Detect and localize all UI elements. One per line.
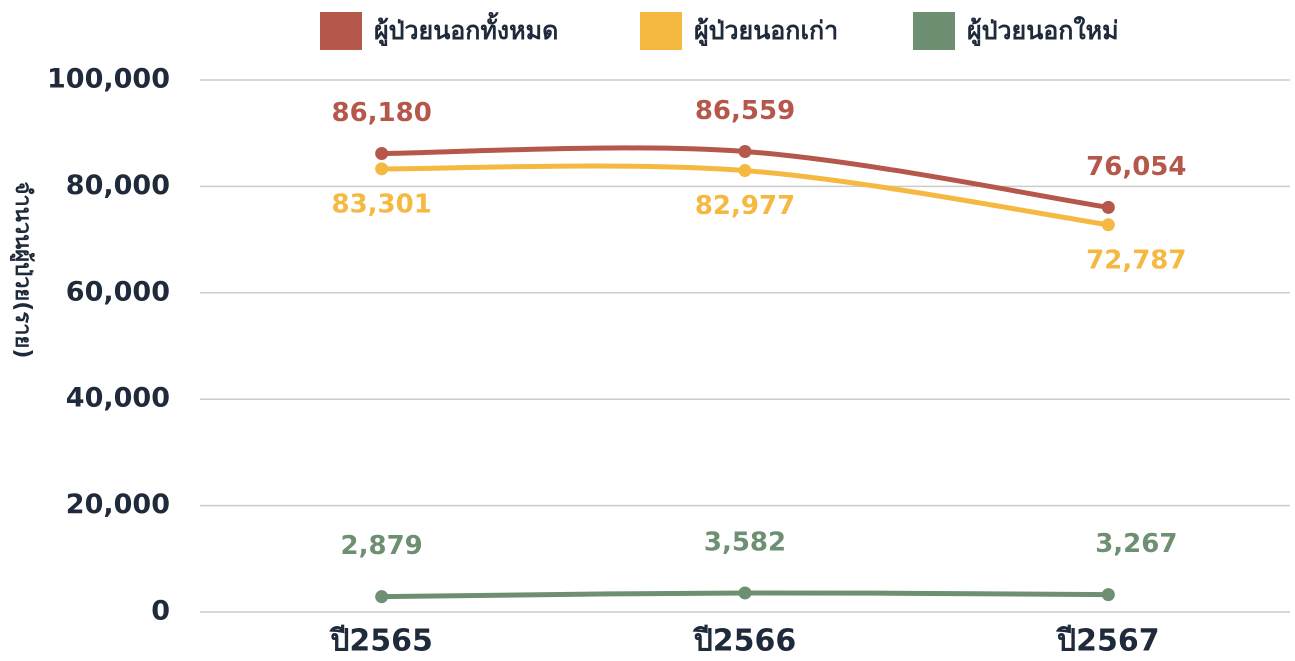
- y-tick-label: 40,000: [66, 383, 170, 414]
- data-label: 83,301: [331, 189, 431, 219]
- data-label: 86,559: [695, 96, 795, 126]
- data-label: 72,787: [1086, 245, 1186, 275]
- legend-swatch: [320, 12, 362, 50]
- data-label: 3,267: [1095, 529, 1177, 559]
- legend-label: ผู้ป่วยนอกทั้งหมด: [374, 11, 558, 47]
- data-point: [1101, 200, 1115, 214]
- data-point: [375, 590, 389, 604]
- x-tick-label: ปี2566: [692, 624, 796, 659]
- data-point: [1101, 218, 1115, 232]
- data-point: [738, 164, 752, 178]
- x-tick-label: ปี2565: [329, 624, 433, 659]
- y-tick-label: 20,000: [66, 489, 170, 520]
- legend-swatch: [640, 12, 682, 50]
- x-tick-label: ปี2567: [1055, 624, 1159, 659]
- y-tick-label: 100,000: [47, 64, 170, 95]
- data-point: [375, 147, 389, 161]
- y-axis-label: จำนวนผู้ป่วย(ราย): [9, 182, 35, 359]
- data-label: 2,879: [341, 531, 423, 561]
- legend-label: ผู้ป่วยนอกเก่า: [694, 16, 838, 47]
- data-label: 76,054: [1086, 152, 1186, 182]
- data-label: 3,582: [704, 527, 786, 557]
- data-point: [375, 162, 389, 176]
- data-label: 82,977: [695, 191, 795, 221]
- legend-label: ผู้ป่วยนอกใหม่: [967, 15, 1119, 47]
- data-label: 86,180: [331, 98, 431, 128]
- y-tick-label: 80,000: [66, 170, 170, 201]
- data-point: [738, 145, 752, 159]
- y-tick-label: 60,000: [66, 276, 170, 307]
- data-point: [738, 586, 752, 600]
- y-tick-label: 0: [151, 596, 170, 627]
- data-point: [1101, 588, 1115, 602]
- legend-swatch: [913, 12, 955, 50]
